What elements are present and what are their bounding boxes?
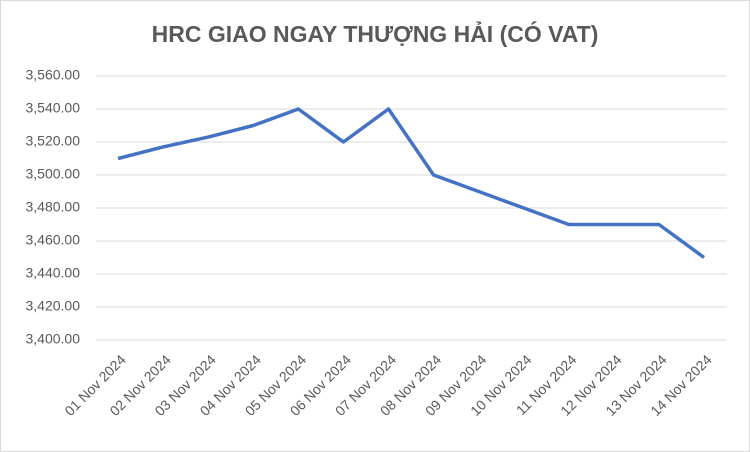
chart-title: HRC GIAO NGAY THƯỢNG HẢI (CÓ VAT) [152, 19, 599, 47]
y-tick-label: 3,480.00 [26, 199, 81, 215]
data-line [117, 107, 706, 259]
y-tick-label: 3,400.00 [26, 331, 81, 347]
y-tick-label: 3,500.00 [26, 166, 81, 182]
y-tick-label: 3,540.00 [26, 100, 81, 116]
y-tick-label: 3,560.00 [26, 67, 81, 83]
y-tick-label: 3,520.00 [26, 133, 81, 149]
y-tick-label: 3,420.00 [26, 298, 81, 314]
y-tick-label: 3,460.00 [26, 232, 81, 248]
y-tick-label: 3,440.00 [26, 265, 81, 281]
